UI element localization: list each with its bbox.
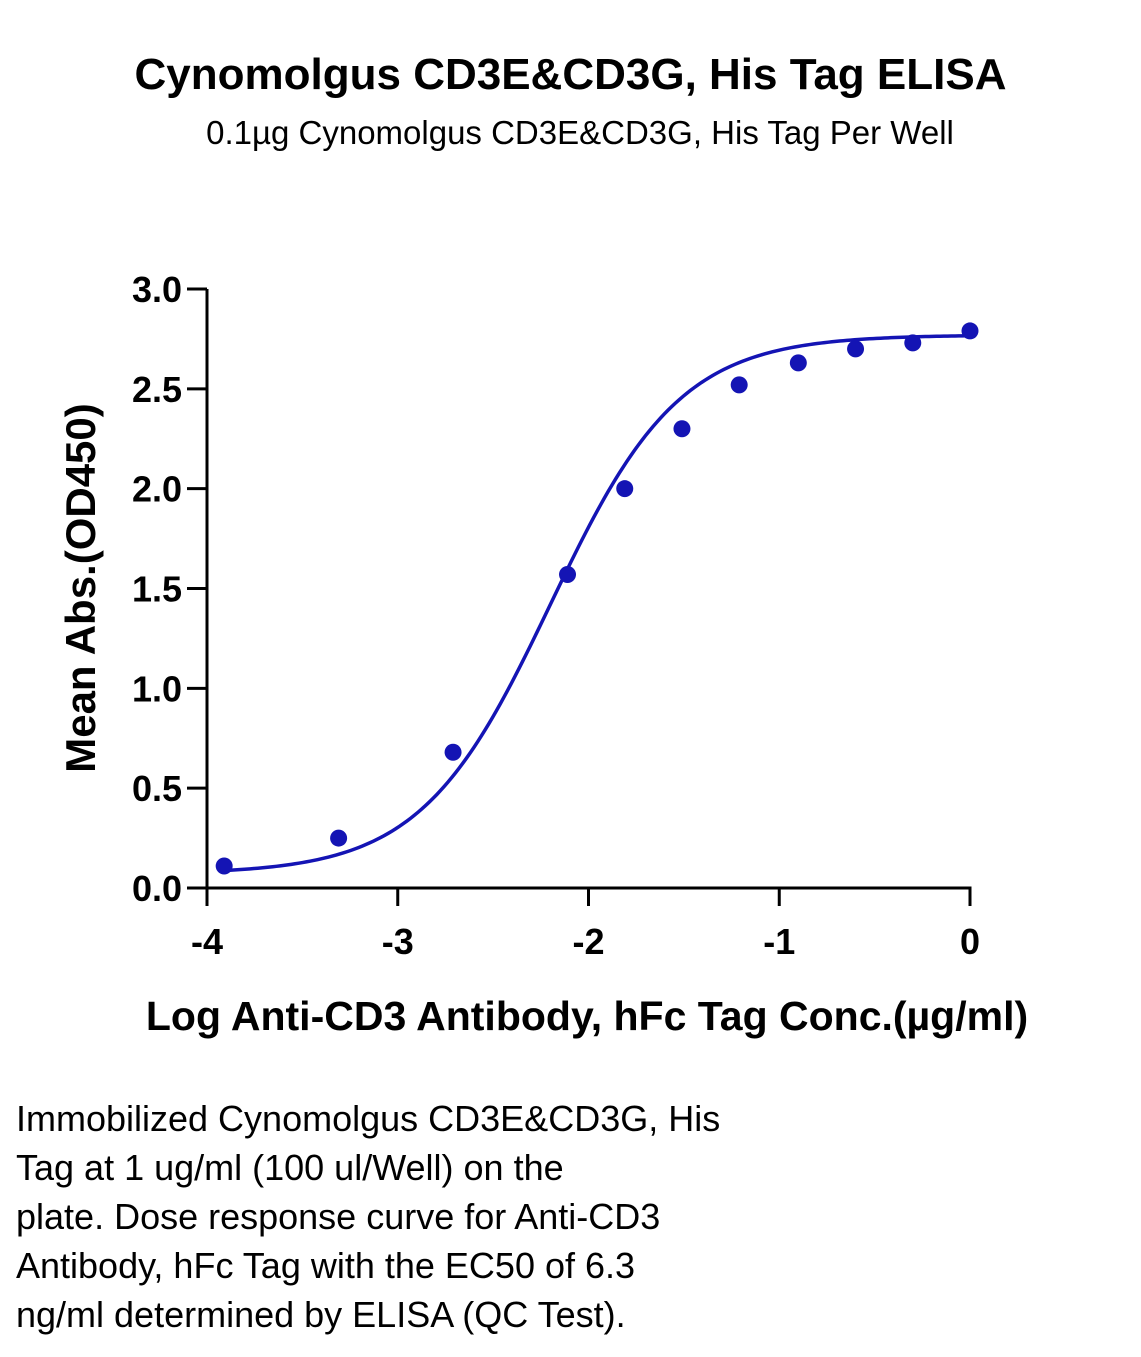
caption: Immobilized Cynomolgus CD3E&CD3G, His Ta… — [16, 1094, 896, 1339]
y-tick-label: 2.5 — [132, 369, 182, 410]
data-point — [616, 480, 634, 498]
y-tick-label: 3.0 — [132, 269, 182, 310]
x-tick-label: -3 — [382, 921, 414, 962]
x-tick-label: -4 — [191, 921, 223, 962]
x-tick-label: -1 — [763, 921, 795, 962]
x-tick-label: 0 — [960, 921, 980, 962]
data-points-layer — [215, 322, 979, 875]
caption-line: ng/ml determined by ELISA (QC Test). — [16, 1294, 626, 1335]
y-tick-label: 1.5 — [132, 569, 182, 610]
chart-axes: 0.0 0.5 1.0 1.5 2.0 2.5 3.0 -4 -3 -2 -1 0 — [132, 269, 980, 962]
data-point — [730, 376, 748, 394]
chart-title: Cynomolgus CD3E&CD3G, His Tag ELISA — [134, 50, 1007, 99]
fit-curve-layer — [224, 334, 971, 873]
data-point — [904, 334, 922, 352]
fit-curve — [224, 334, 971, 873]
data-point — [789, 354, 807, 372]
x-tick-label: -2 — [572, 921, 604, 962]
caption-line: Antibody, hFc Tag with the EC50 of 6.3 — [16, 1245, 636, 1286]
data-point — [559, 566, 577, 584]
y-axis-label: Mean Abs.(OD450) — [57, 403, 104, 773]
chart-subtitle: 0.1µg Cynomolgus CD3E&CD3G, His Tag Per … — [206, 114, 954, 151]
elisa-chart: 0.0 0.5 1.0 1.5 2.0 2.5 3.0 -4 -3 -2 -1 0 Mean Abs.… — [57, 269, 1028, 1039]
data-point — [847, 340, 865, 358]
data-point — [444, 743, 462, 761]
y-tick-label: 0.5 — [132, 768, 182, 809]
data-point — [330, 829, 348, 847]
caption-line: plate. Dose response curve for Anti-CD3 — [16, 1196, 661, 1237]
x-axis-label: Log Anti-CD3 Antibody, hFc Tag Conc.(µg/… — [146, 993, 1028, 1039]
y-tick-label: 1.0 — [132, 668, 182, 709]
caption-line: Immobilized Cynomolgus CD3E&CD3G, His — [16, 1098, 721, 1139]
caption-line: Tag at 1 ug/ml (100 ul/Well) on the — [16, 1147, 564, 1188]
data-point — [961, 322, 979, 340]
data-point — [673, 420, 691, 438]
data-point — [215, 857, 233, 875]
y-tick-label: 0.0 — [132, 868, 182, 909]
y-tick-label: 2.0 — [132, 469, 182, 510]
